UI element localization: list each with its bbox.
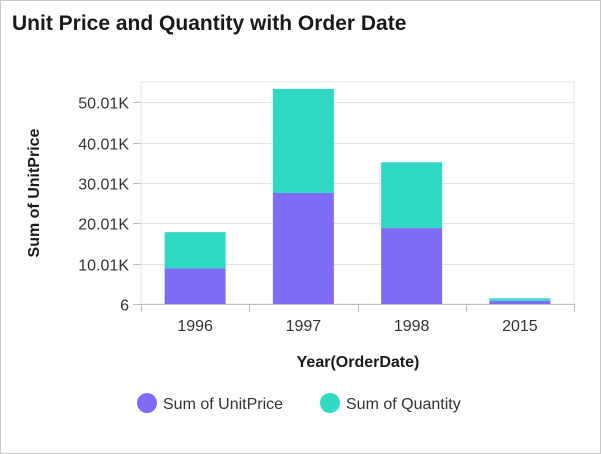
x-axis-title: Year(OrderDate) [297, 354, 420, 371]
chart-title: Unit Price and Quantity with Order Date [12, 12, 407, 35]
bar-unitprice-1996 [164, 268, 226, 304]
y-tick-label: 6 [120, 298, 129, 315]
legend: Sum of UnitPrice Sum of Quantity [137, 393, 461, 413]
y-tick-label: 50.01K [78, 96, 129, 113]
bar-quantity-2015 [489, 298, 551, 301]
y-axis-title: Sum of UnitPrice [26, 128, 43, 257]
axis-layer: 6 10.01K 20.01K 30.01K 40.01K 50.01K 1996 1997 1… [78, 96, 575, 335]
x-tick-label: 2015 [502, 318, 538, 335]
bar-unitprice-1998 [381, 228, 443, 304]
x-tick-label: 1996 [177, 318, 213, 335]
bars-layer [164, 88, 551, 304]
bar-quantity-1996 [164, 232, 226, 269]
bar-unitprice-2015 [489, 300, 551, 304]
x-tick-label: 1998 [394, 318, 430, 335]
bar-unitprice-1997 [272, 192, 334, 304]
legend-label-unitprice: Sum of UnitPrice [163, 396, 283, 413]
bar-quantity-1997 [272, 88, 334, 193]
bar-quantity-1998 [381, 162, 443, 229]
legend-marker-quantity [320, 393, 340, 413]
y-tick-label: 40.01K [78, 137, 129, 154]
y-tick-label: 10.01K [78, 258, 129, 275]
legend-marker-unitprice [137, 393, 157, 413]
legend-label-quantity: Sum of Quantity [346, 396, 461, 413]
x-tick-label: 1997 [286, 318, 322, 335]
y-tick-label: 30.01K [78, 177, 129, 194]
y-tick-label: 20.01K [78, 217, 129, 234]
